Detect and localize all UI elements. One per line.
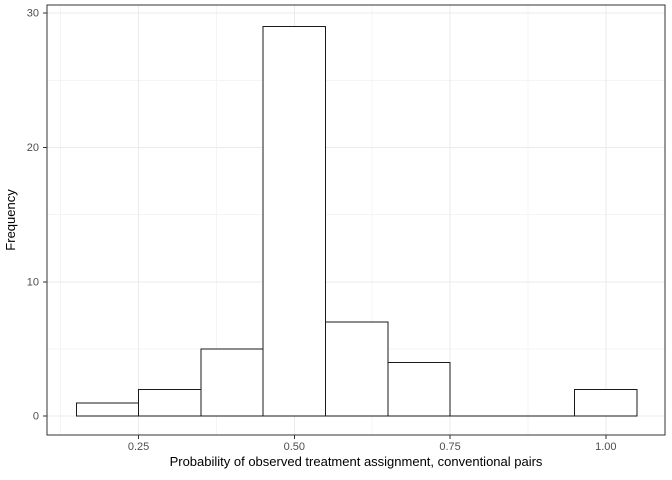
histogram-bar xyxy=(75,402,140,417)
x-tick-label: 0.25 xyxy=(128,441,149,453)
histogram-bar xyxy=(574,388,638,417)
x-tick-label: 0.75 xyxy=(439,441,460,453)
x-axis-tick-labels: 0.25 0.50 0.75 1.00 xyxy=(128,441,617,453)
minor-gridlines xyxy=(47,5,665,435)
axis-tick-marks xyxy=(43,12,607,439)
histogram-bar xyxy=(138,388,202,417)
histogram-bar xyxy=(387,361,451,417)
y-tick-label: 0 xyxy=(33,411,39,423)
x-tick-label: 0.50 xyxy=(284,441,305,453)
y-axis-title: Frequency xyxy=(3,189,18,251)
histogram-bar xyxy=(262,26,327,417)
histogram-bar xyxy=(325,321,389,417)
y-tick-label: 30 xyxy=(27,8,39,20)
y-axis-tick-labels: 0 10 20 30 xyxy=(27,8,39,423)
y-tick-label: 10 xyxy=(27,276,39,288)
histogram-bars xyxy=(75,26,638,417)
panel-border xyxy=(46,4,666,436)
histogram-bar xyxy=(200,348,264,417)
x-tick-label: 1.00 xyxy=(595,441,616,453)
y-tick-label: 20 xyxy=(27,142,39,154)
x-axis-title: Probability of observed treatment assign… xyxy=(170,454,543,469)
